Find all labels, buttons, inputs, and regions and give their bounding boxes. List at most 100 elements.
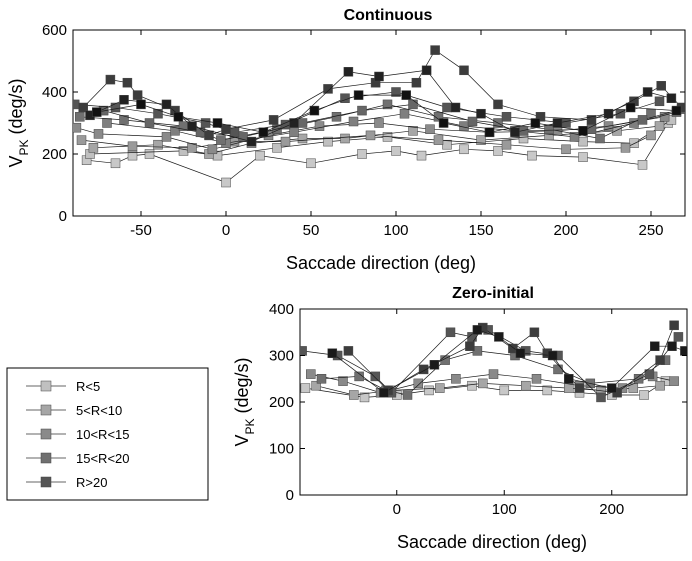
data-point: [207, 144, 218, 155]
data-point: [650, 341, 660, 351]
data-point: [501, 139, 512, 150]
data-point: [132, 90, 143, 100]
legend-marker: [40, 428, 52, 440]
data-point: [212, 118, 223, 128]
series: [98, 99, 685, 142]
data-point: [289, 118, 299, 128]
data-point: [187, 143, 197, 153]
data-point: [411, 77, 422, 88]
y-axis-label: VPK (deg/s): [6, 78, 31, 167]
data-point: [357, 105, 367, 116]
data-point: [552, 118, 563, 128]
data-point: [374, 118, 384, 128]
series: [327, 325, 687, 398]
data-point: [620, 143, 631, 153]
data-point: [221, 177, 231, 188]
x-axis-label: Saccade direction (deg): [286, 253, 476, 273]
data-point: [625, 102, 636, 113]
x-tick-label: 200: [599, 501, 624, 518]
data-point: [391, 87, 401, 97]
data-point: [92, 107, 102, 117]
data-point: [421, 65, 432, 76]
data-point: [459, 121, 469, 131]
data-point: [639, 390, 649, 400]
data-point: [161, 132, 172, 142]
data-point: [553, 364, 563, 375]
x-tick-label: 100: [383, 222, 408, 239]
data-point: [408, 126, 418, 136]
data-point: [216, 135, 226, 145]
panel-continuous: Continuous -50 0 50 100 150 200 2500200400600 …: [6, 7, 686, 273]
data-point: [268, 115, 279, 125]
data-point: [76, 135, 87, 145]
data-point: [433, 112, 444, 122]
data-point: [574, 383, 585, 393]
y-axis-label: VPK (deg/s): [232, 357, 257, 446]
data-point: [595, 133, 605, 144]
data-point: [655, 380, 665, 391]
data-point: [501, 112, 512, 122]
data-point: [73, 122, 82, 133]
data-point: [578, 136, 588, 147]
data-point: [173, 112, 184, 122]
series: [73, 87, 665, 138]
data-point: [323, 136, 333, 147]
data-point: [535, 112, 546, 122]
data-point: [338, 376, 348, 386]
series: [92, 90, 682, 138]
data-point: [442, 102, 452, 113]
data-point: [127, 141, 138, 152]
series-line: [302, 329, 679, 398]
data-point: [221, 124, 231, 134]
legend-marker: [40, 380, 52, 392]
y-tick-label: 400: [42, 84, 67, 101]
data-point: [323, 84, 333, 94]
data-point: [343, 67, 354, 77]
legend-label: 5<R<10: [76, 403, 122, 418]
data-point: [654, 96, 665, 107]
data-point: [300, 346, 307, 356]
data-point: [119, 95, 129, 105]
series: [78, 45, 685, 141]
x-tick-label: 50: [303, 222, 320, 239]
data-point: [353, 90, 364, 100]
data-point: [401, 90, 411, 100]
data-point: [340, 93, 350, 103]
data-point: [561, 144, 571, 155]
data-point: [399, 108, 410, 119]
series-layer: [73, 45, 685, 188]
data-point: [272, 143, 282, 153]
y-axis-label-sub: PK: [243, 419, 257, 435]
y-tick-label: 100: [269, 441, 294, 458]
data-point: [615, 108, 626, 119]
data-point: [459, 144, 469, 155]
x-tick-label: 100: [492, 501, 517, 518]
data-point: [102, 118, 112, 128]
data-point: [306, 369, 316, 379]
data-point: [246, 136, 257, 147]
series-line: [332, 329, 686, 394]
data-point: [379, 387, 389, 398]
data-point: [607, 383, 617, 393]
data-point: [161, 99, 172, 110]
data-point: [484, 127, 495, 138]
data-point: [122, 77, 133, 88]
data-point: [569, 132, 580, 142]
data-point: [204, 130, 214, 141]
data-point: [354, 371, 364, 382]
data-point: [136, 99, 146, 110]
data-point: [586, 124, 597, 134]
data-point: [561, 118, 571, 128]
data-point: [445, 327, 456, 338]
data-point: [669, 320, 679, 331]
y-axis-label-units: (deg/s): [232, 357, 252, 418]
legend-label: 15<R<20: [76, 451, 130, 466]
data-point: [314, 121, 325, 131]
panel-title: Continuous: [344, 7, 433, 24]
series-line: [96, 94, 677, 133]
data-point: [297, 118, 308, 128]
data-point: [110, 158, 121, 169]
data-point: [357, 149, 367, 159]
data-point: [472, 325, 483, 335]
